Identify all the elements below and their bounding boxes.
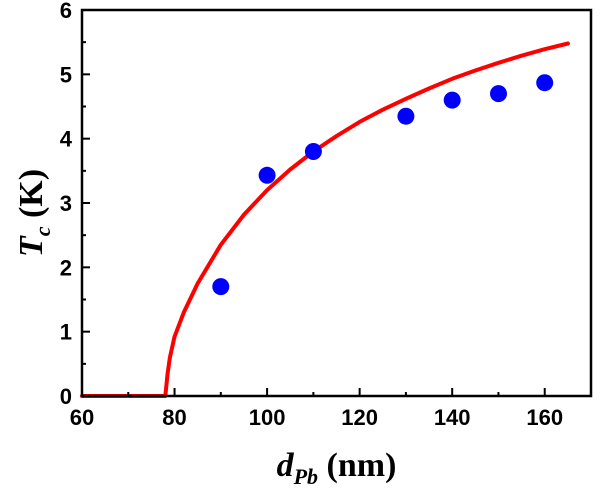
- x-axis-title: dPb (nm): [277, 447, 397, 488]
- y-tick-label: 1: [60, 320, 72, 345]
- data-point: [212, 278, 230, 296]
- y-tick-label: 4: [60, 127, 73, 152]
- axis-symbol: d: [277, 447, 295, 484]
- data-point: [536, 74, 554, 92]
- data-point: [258, 166, 276, 184]
- data-point: [443, 91, 461, 109]
- y-tick-label: 0: [60, 384, 72, 409]
- data-point: [397, 107, 415, 125]
- x-tick-label: 100: [249, 405, 286, 430]
- axis-subscript: Pb: [293, 464, 318, 488]
- axis-symbol: T: [13, 235, 50, 257]
- data-point: [490, 85, 507, 103]
- data-point: [304, 143, 322, 160]
- y-axis-title: Tc (K): [13, 169, 55, 257]
- x-tick-label: 80: [162, 405, 186, 430]
- y-tick-label: 5: [60, 62, 72, 87]
- y-tick-label: 3: [60, 191, 72, 216]
- axis-ticks: 60 80 100 120 140 160 0 1 2 3 4 5 6: [60, 0, 563, 430]
- x-tick-label: 60: [70, 405, 94, 430]
- y-tick-label: 6: [60, 0, 72, 23]
- plot-frame: [80, 8, 593, 398]
- axis-unit: (nm): [318, 447, 396, 484]
- x-tick-label: 160: [526, 405, 563, 430]
- x-tick-label: 120: [341, 405, 378, 430]
- axis-unit: (K): [13, 169, 50, 227]
- plot-marks: [80, 41, 570, 398]
- axis-subscript: c: [30, 226, 55, 236]
- x-tick-label: 140: [434, 405, 471, 430]
- y-tick-label: 2: [60, 255, 72, 280]
